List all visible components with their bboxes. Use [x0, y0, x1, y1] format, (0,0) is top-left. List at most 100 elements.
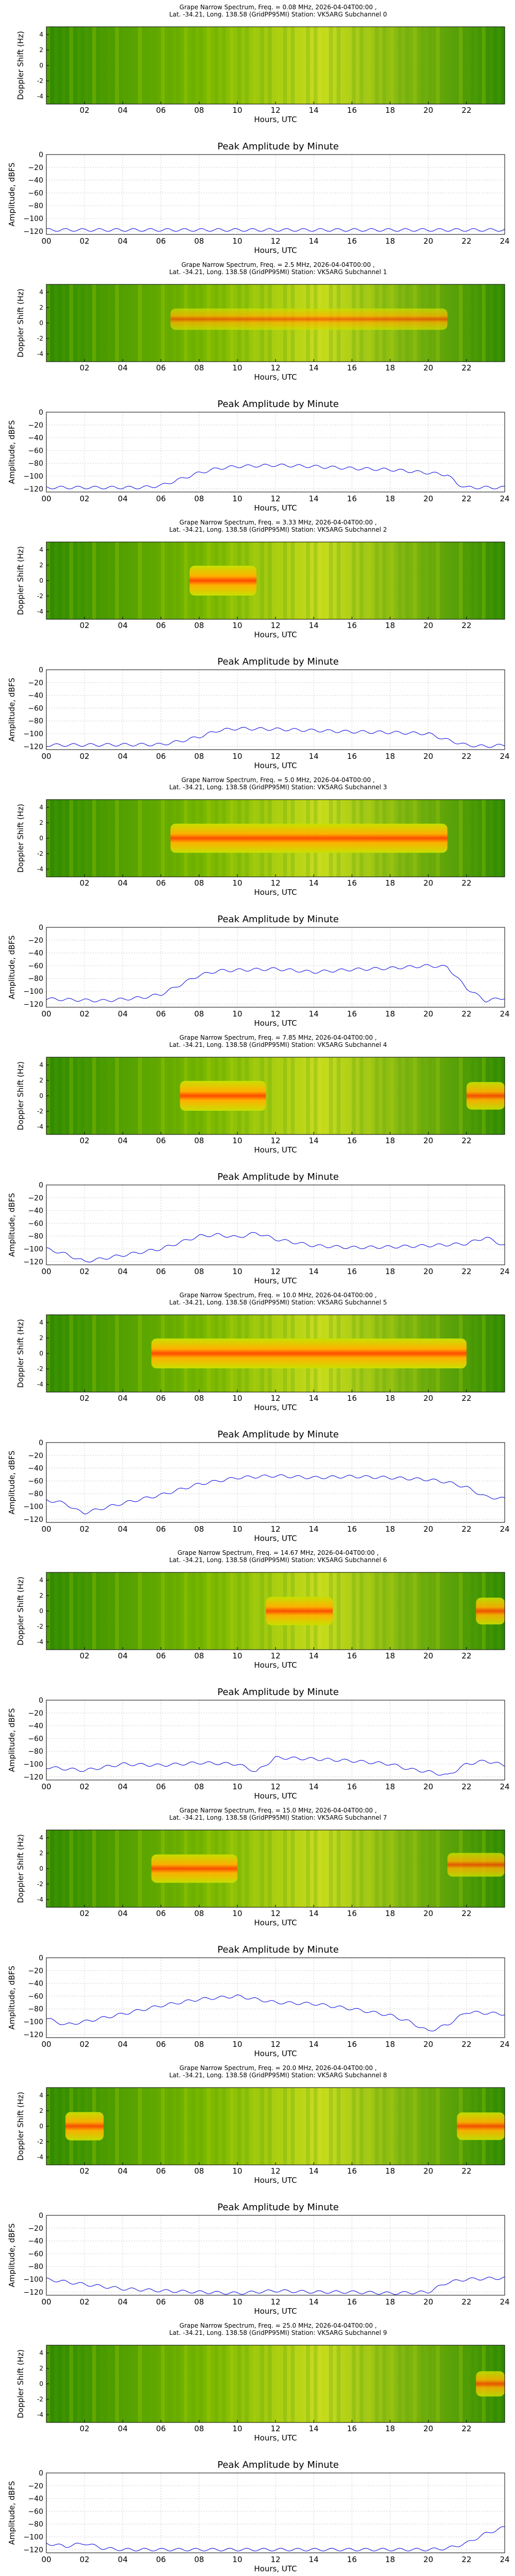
y-axis-label: Doppler Shift (Hz) — [16, 31, 25, 100]
spectrogram-texture — [314, 542, 318, 619]
spectrogram-texture — [428, 1057, 433, 1134]
x-tick-label: 18 — [385, 1009, 395, 1019]
spectrogram-background — [46, 27, 505, 104]
spectrogram-texture — [252, 2088, 256, 2165]
x-tick-label: 08 — [194, 1524, 204, 1534]
spectrogram-texture — [145, 1315, 150, 1392]
spectrogram-texture — [199, 2345, 203, 2422]
y-tick-label: -2 — [37, 77, 43, 84]
spectrogram-texture — [466, 800, 471, 877]
x-tick-label: 20 — [423, 2040, 433, 2049]
x-tick-label: 06 — [156, 1394, 166, 1403]
x-tick-label: 00 — [41, 236, 51, 246]
spectrogram-texture — [398, 1572, 402, 1650]
y-tick-label: -2 — [37, 2396, 43, 2403]
y-tick-label: 0 — [39, 1439, 43, 1447]
y-tick-label: −100 — [24, 1760, 43, 1769]
spectrogram-texture — [115, 2345, 119, 2422]
y-tick-label: -2 — [37, 592, 43, 600]
spectrogram-texture — [459, 27, 463, 104]
x-axis-label: Hours, UTC — [254, 246, 297, 255]
spectrogram-texture — [459, 1572, 463, 1650]
y-tick-label: −60 — [28, 2250, 43, 2258]
x-tick-label: 16 — [347, 1524, 357, 1534]
x-tick-label: 12 — [270, 494, 280, 503]
x-tick-label: 24 — [500, 2555, 509, 2564]
spectrogram-signal-band — [266, 1597, 333, 1625]
y-tick-label: −120 — [24, 1516, 43, 1524]
spectrogram-texture — [123, 2088, 127, 2165]
spectrogram-texture — [245, 27, 249, 104]
spectrogram-subtitle: Lat. -34.21, Long. 138.58 (GridPP95MI) S… — [169, 784, 387, 791]
spectrogram-texture — [92, 1572, 96, 1650]
spectrogram-texture — [252, 1830, 256, 1907]
spectrogram-texture — [115, 2088, 119, 2165]
x-tick-label: 08 — [194, 1009, 204, 1019]
x-tick-label: 14 — [309, 752, 319, 761]
x-tick-label: 10 — [232, 1782, 242, 1791]
spectrogram-texture — [77, 800, 81, 877]
spectrogram-texture — [367, 1572, 371, 1650]
amplitude-title: Peak Amplitude by Minute — [217, 1429, 339, 1440]
spectrogram-texture — [374, 542, 379, 619]
spectrogram-texture — [145, 1830, 150, 1907]
spectrogram-texture — [54, 542, 58, 619]
y-tick-label: -4 — [37, 1381, 43, 1388]
x-tick-label: 04 — [118, 106, 128, 115]
x-tick-label: 00 — [41, 1267, 51, 1276]
spectrogram-texture — [107, 27, 112, 104]
x-tick-label: 10 — [232, 1267, 242, 1276]
x-tick-label: 20 — [423, 1394, 433, 1403]
x-tick-label: 06 — [156, 1782, 166, 1791]
x-tick-label: 10 — [232, 1009, 242, 1019]
amplitude-series-line — [46, 1994, 505, 2031]
x-tick-label: 02 — [80, 621, 90, 630]
spectrogram-texture — [283, 1057, 287, 1134]
spectrogram-texture — [138, 2345, 142, 2422]
spectrogram-texture — [138, 800, 142, 877]
amplitude-title: Peak Amplitude by Minute — [217, 1687, 339, 1698]
y-tick-label: −120 — [24, 1258, 43, 1266]
amplitude-title: Peak Amplitude by Minute — [217, 1944, 339, 1955]
spectrogram-texture — [130, 2345, 134, 2422]
y-tick-label: −20 — [28, 421, 43, 430]
spectrogram-texture — [436, 2088, 440, 2165]
x-tick-label: 22 — [461, 621, 471, 630]
y-tick-label: −80 — [28, 1490, 43, 1498]
spectrogram-texture — [329, 27, 333, 104]
spectrogram-texture — [451, 542, 455, 619]
spectrogram-texture — [420, 542, 425, 619]
y-tick-label: 0 — [39, 1181, 43, 1190]
spectrogram-texture — [420, 1057, 425, 1134]
x-tick-label: 04 — [118, 1909, 128, 1918]
x-tick-label: 22 — [461, 1651, 471, 1660]
x-tick-label: 06 — [156, 878, 166, 888]
x-tick-label: 18 — [385, 106, 395, 115]
spectrogram-texture — [474, 542, 478, 619]
y-tick-label: 0 — [39, 666, 43, 674]
spectrogram-texture — [54, 2088, 58, 2165]
x-tick-label: 16 — [347, 1394, 357, 1403]
spectrogram-signal-band — [170, 308, 448, 330]
amplitude-frame — [46, 1700, 505, 1781]
x-tick-label: 02 — [80, 1782, 90, 1791]
spectrogram-texture — [336, 542, 341, 619]
y-tick-label: −40 — [28, 1207, 43, 1215]
spectrogram-signal-band — [170, 823, 448, 853]
x-axis-label: Hours, UTC — [254, 1145, 297, 1155]
spectrogram-texture — [329, 1830, 333, 1907]
spectrogram-texture — [161, 27, 165, 104]
x-tick-label: 00 — [41, 2040, 51, 2049]
spectrogram-title: Grape Narrow Spectrum, Freq. = 10.0 MHz,… — [179, 1292, 376, 1299]
x-tick-label: 18 — [385, 2166, 395, 2176]
x-tick-label: 20 — [423, 494, 433, 503]
spectrogram-texture — [374, 1830, 379, 1907]
spectrogram-texture — [77, 1057, 81, 1134]
y-tick-label: 2 — [39, 1334, 43, 1342]
x-tick-label: 08 — [194, 2424, 204, 2433]
spectrogram-texture — [69, 2345, 73, 2422]
spectrogram-texture — [176, 1057, 180, 1134]
x-tick-label: 12 — [270, 2424, 280, 2433]
x-tick-label: 02 — [80, 2424, 90, 2433]
